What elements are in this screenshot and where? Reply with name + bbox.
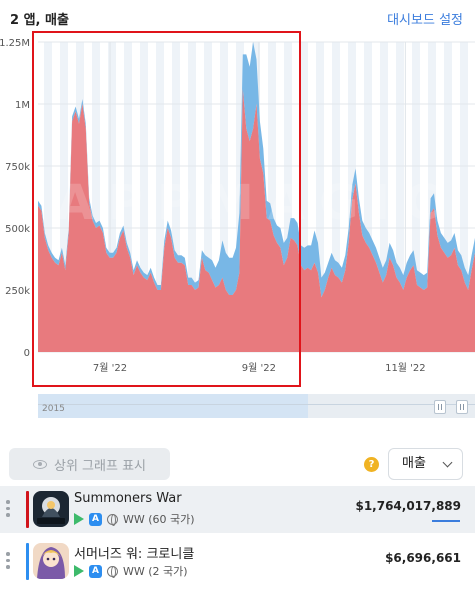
background-band — [60, 42, 68, 352]
background-band — [172, 42, 180, 352]
background-band — [284, 42, 292, 352]
y-tick-label: 1.25M — [0, 38, 30, 49]
x-tick-label: 9월 '22 — [242, 362, 276, 374]
app-revenue: $6,696,661 — [385, 551, 461, 565]
metric-selected-value: 매출 — [402, 456, 426, 471]
background-band — [108, 42, 116, 352]
region-text: WW (2 국가) — [123, 565, 188, 578]
background-band — [268, 42, 276, 352]
background-band — [156, 42, 164, 352]
background-band — [444, 42, 452, 352]
navigator-handle-left[interactable] — [434, 400, 446, 414]
background-band — [44, 42, 52, 352]
page-title: 2 앱, 매출 — [10, 13, 69, 28]
navigator-line — [38, 404, 475, 405]
app-store-icon: A — [89, 512, 102, 526]
store-info: A WW (60 국가) — [74, 511, 195, 527]
controls-bar: 상위 그래프 표시 ? 매출 — [0, 446, 475, 482]
x-tick-label: 11월 '22 — [385, 362, 426, 374]
metric-select[interactable]: 매출 — [388, 448, 463, 480]
series-color-bar — [26, 491, 29, 528]
series-color-bar — [26, 543, 29, 580]
drag-handle-icon[interactable] — [5, 552, 11, 572]
navigator-year-label: 2015 — [42, 404, 65, 414]
background-band — [300, 42, 308, 352]
show-top-graph-button[interactable]: 상위 그래프 표시 — [9, 448, 170, 480]
chevron-down-icon — [442, 457, 453, 468]
background-band — [380, 42, 388, 352]
x-axis: 7월 '22 9월 '22 11월 '22 — [93, 362, 426, 374]
app-row[interactable]: Summoners War A WW (60 국가) $1,764,017,88… — [0, 486, 475, 533]
y-tick-label: 0 — [24, 348, 30, 359]
y-tick-label: 500k — [5, 224, 30, 235]
background-band — [364, 42, 372, 352]
app-name[interactable]: Summoners War — [74, 491, 182, 506]
range-navigator[interactable]: 2015 — [38, 394, 475, 418]
revenue-chart[interactable]: APPMAGIC 0 250k 500k 750k 1M 1.25M 7월 '22 9월 '… — [0, 34, 475, 390]
background-band — [92, 42, 100, 352]
background-band — [124, 42, 132, 352]
background-band — [220, 42, 228, 352]
navigator-handle-right[interactable] — [456, 400, 468, 414]
series-area-summoners-war — [38, 89, 475, 352]
app-name[interactable]: 서머너즈 워: 크로니클 — [74, 547, 195, 562]
globe-icon — [107, 565, 118, 578]
globe-icon — [107, 513, 118, 526]
background-band — [204, 42, 212, 352]
header: 2 앱, 매출 대시보드 설정 — [0, 0, 475, 34]
drag-handle-icon[interactable] — [5, 500, 11, 520]
summoners-war-app-icon[interactable] — [33, 491, 69, 527]
y-tick-label: 250k — [5, 286, 30, 297]
app-row[interactable]: 서머너즈 워: 크로니클 A WW (2 국가) $6,696,661 — [0, 538, 475, 585]
revenue-underline — [432, 520, 460, 522]
series-area-chronicles — [38, 42, 475, 298]
chronicles-app-icon[interactable] — [33, 543, 69, 579]
navigator-selected-range[interactable] — [38, 394, 308, 418]
google-play-icon — [74, 565, 84, 577]
background-band — [188, 42, 196, 352]
y-tick-label: 750k — [5, 162, 30, 173]
background-band — [460, 42, 468, 352]
background-band — [332, 42, 340, 352]
eye-icon — [33, 459, 47, 469]
y-axis: 0 250k 500k 750k 1M 1.25M — [0, 38, 30, 359]
help-icon[interactable]: ? — [364, 457, 379, 472]
app-store-icon: A — [89, 564, 102, 578]
google-play-icon — [74, 513, 84, 525]
dashboard-settings-link[interactable]: 대시보드 설정 — [387, 13, 463, 28]
background-band — [316, 42, 324, 352]
watermark: APPMAGIC — [57, 175, 454, 231]
show-top-graph-label: 상위 그래프 표시 — [54, 458, 146, 474]
background-band — [396, 42, 404, 352]
region-text: WW (60 국가) — [123, 513, 195, 526]
app-revenue: $1,764,017,889 — [355, 499, 461, 513]
y-tick-label: 1M — [15, 100, 30, 111]
x-tick-label: 7월 '22 — [93, 362, 127, 374]
background-band — [412, 42, 420, 352]
store-info: A WW (2 국가) — [74, 563, 188, 579]
background-band — [140, 42, 148, 352]
series-areas — [38, 42, 475, 352]
